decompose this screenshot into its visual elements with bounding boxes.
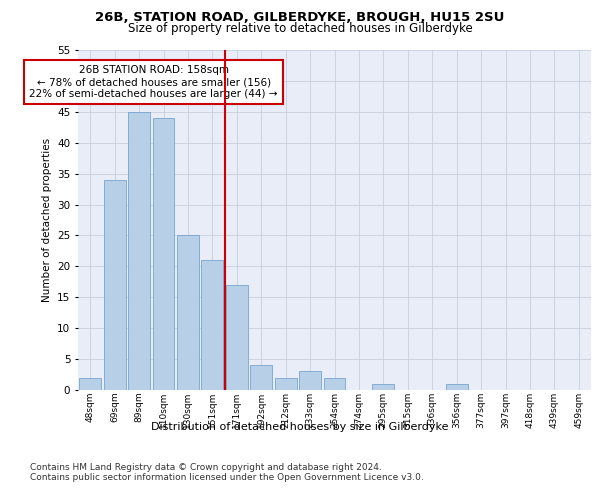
Text: Size of property relative to detached houses in Gilberdyke: Size of property relative to detached ho…	[128, 22, 472, 35]
Text: Distribution of detached houses by size in Gilberdyke: Distribution of detached houses by size …	[151, 422, 449, 432]
Y-axis label: Number of detached properties: Number of detached properties	[41, 138, 52, 302]
Bar	[79, 378, 101, 390]
Text: Contains public sector information licensed under the Open Government Licence v3: Contains public sector information licen…	[30, 472, 424, 482]
Bar	[446, 384, 467, 390]
Bar	[250, 366, 272, 390]
Text: Contains HM Land Registry data © Crown copyright and database right 2024.: Contains HM Land Registry data © Crown c…	[30, 462, 382, 471]
Bar	[226, 285, 248, 390]
Bar	[128, 112, 150, 390]
Bar	[323, 378, 346, 390]
Bar	[202, 260, 223, 390]
Bar	[373, 384, 394, 390]
Bar	[104, 180, 125, 390]
Bar	[152, 118, 175, 390]
Bar	[275, 378, 296, 390]
Text: 26B, STATION ROAD, GILBERDYKE, BROUGH, HU15 2SU: 26B, STATION ROAD, GILBERDYKE, BROUGH, H…	[95, 11, 505, 24]
Bar	[299, 372, 321, 390]
Bar	[177, 236, 199, 390]
Text: 26B STATION ROAD: 158sqm
← 78% of detached houses are smaller (156)
22% of semi-: 26B STATION ROAD: 158sqm ← 78% of detach…	[29, 66, 278, 98]
